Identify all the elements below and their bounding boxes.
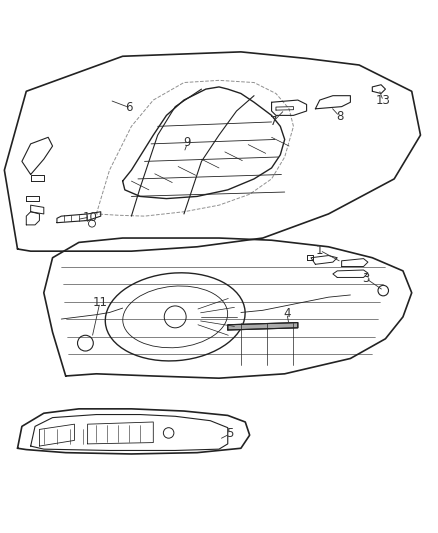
Text: 7: 7: [270, 115, 278, 127]
Polygon shape: [228, 322, 298, 330]
Text: 5: 5: [226, 427, 233, 440]
Text: 4: 4: [283, 307, 291, 320]
Text: 6: 6: [125, 101, 133, 114]
Text: 3: 3: [362, 272, 369, 285]
Text: 8: 8: [336, 110, 343, 123]
Text: 9: 9: [184, 136, 191, 149]
Text: 1: 1: [316, 244, 324, 257]
Text: 10: 10: [82, 211, 97, 223]
Text: 13: 13: [376, 94, 391, 108]
Text: 11: 11: [92, 296, 107, 309]
